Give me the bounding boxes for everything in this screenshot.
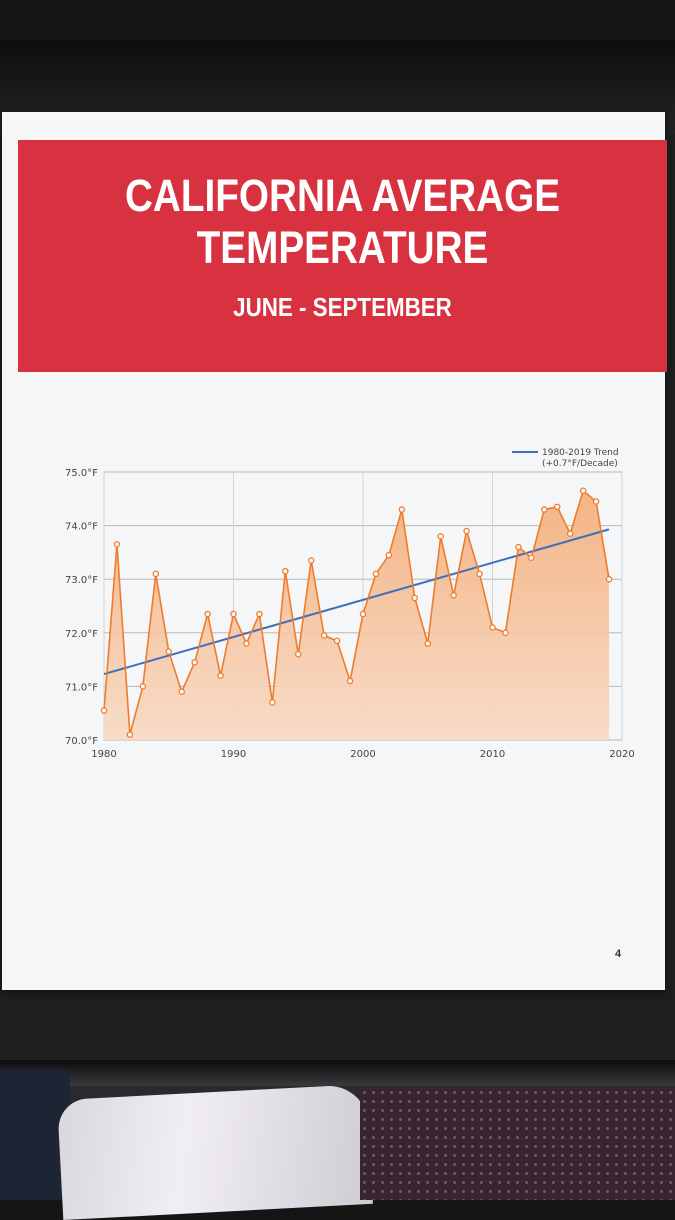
data-point [476, 570, 483, 578]
data-point [294, 650, 302, 658]
data-point [437, 533, 444, 540]
y-tick-label: 71.0°F [65, 682, 98, 693]
series-line-layer [103, 489, 610, 736]
series-area [104, 490, 610, 740]
x-tick-label: 2020 [609, 749, 634, 760]
y-tick-label: 74.0°F [65, 522, 98, 533]
x-tick-label: 2010 [480, 749, 505, 760]
data-point [605, 575, 613, 583]
data-point [554, 503, 561, 511]
y-tick-label: 73.0°F [65, 575, 98, 586]
binder-edge [0, 1060, 675, 1086]
title-banner: CALIFORNIA AVERAGE TEMPERATURE JUNE - SE… [18, 140, 667, 372]
x-tick-label: 2000 [350, 749, 375, 760]
data-point [282, 567, 289, 575]
y-tick-label: 70.0°F [65, 736, 98, 747]
data-point [528, 554, 535, 562]
x-tick-label: 1980 [91, 749, 116, 760]
data-point [152, 570, 160, 578]
data-point [515, 543, 522, 551]
data-point [541, 506, 548, 513]
data-point [307, 557, 315, 564]
data-point [217, 672, 224, 679]
data-point [359, 610, 367, 618]
data-point [100, 707, 108, 714]
data-point [333, 637, 341, 645]
trend-line [103, 528, 610, 676]
data-point [113, 541, 121, 548]
series-line [103, 489, 610, 736]
data-point [385, 551, 393, 559]
data-point [346, 677, 354, 685]
trend-layer [103, 528, 610, 676]
legend: 1980-2019 Trend (+0.7°F/Decade) [512, 448, 619, 469]
data-point [320, 632, 328, 639]
data-points [100, 487, 613, 738]
data-point [256, 610, 263, 618]
data-point [191, 659, 198, 666]
page-number: 4 [615, 948, 622, 960]
legend-label-line1: 1980-2019 Trend [542, 448, 619, 458]
data-point [204, 610, 211, 618]
page-subtitle: JUNE - SEPTEMBER [233, 292, 452, 322]
data-point [579, 487, 587, 495]
data-point [126, 731, 134, 738]
data-point [372, 570, 380, 578]
data-point [463, 527, 470, 535]
y-tick-label: 72.0°F [65, 629, 98, 640]
x-axis-labels: 1980 1990 2000 2010 2020 [91, 749, 634, 760]
data-point [398, 506, 406, 513]
data-point [489, 624, 496, 631]
data-point [139, 683, 147, 690]
data-point [424, 640, 431, 647]
y-axis-labels: 70.0°F 71.0°F 72.0°F 73.0°F 74.0°F 75.0°F [65, 468, 98, 747]
area-fill-layer [104, 490, 610, 740]
page-title: CALIFORNIA AVERAGE TEMPERATURE [124, 170, 561, 273]
data-point [269, 699, 276, 706]
legend-label-line2: (+0.7°F/Decade) [542, 459, 618, 469]
data-point [566, 530, 574, 537]
data-point [411, 594, 419, 602]
seat-fabric [360, 1088, 675, 1200]
data-point [450, 592, 457, 599]
data-point [230, 610, 237, 618]
y-tick-label: 75.0°F [65, 468, 98, 479]
data-point [178, 688, 185, 696]
x-tick-label: 1990 [221, 749, 246, 760]
data-point [165, 648, 172, 655]
data-point [243, 640, 250, 647]
data-point [502, 629, 509, 637]
data-point [592, 498, 600, 505]
